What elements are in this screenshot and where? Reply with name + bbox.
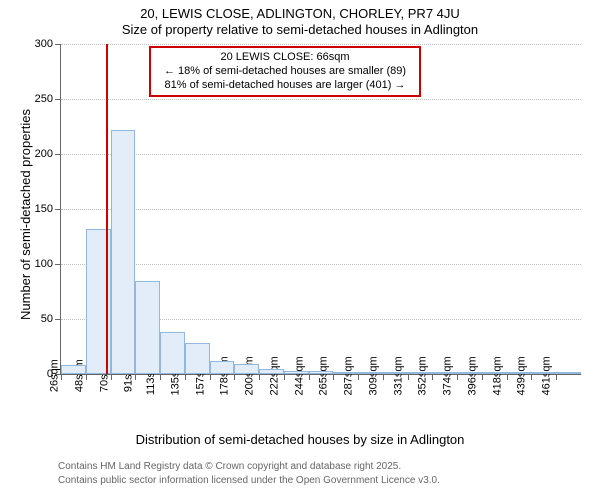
histogram-bar: [284, 371, 309, 374]
x-tick-label: 200sqm: [244, 356, 256, 395]
x-tick: [61, 374, 62, 380]
x-tick: [160, 374, 161, 380]
histogram-bar: [309, 371, 334, 374]
histogram-bar: [383, 372, 408, 374]
attribution-text: Contains HM Land Registry data © Crown c…: [58, 460, 440, 487]
x-tick: [234, 374, 235, 380]
x-tick: [482, 374, 483, 380]
x-tick: [531, 374, 532, 380]
histogram-bar: [259, 369, 284, 375]
histogram-bar: [160, 332, 185, 374]
x-tick-label: 439sqm: [516, 356, 528, 395]
x-tick: [86, 374, 87, 380]
y-gridline: [61, 99, 581, 100]
x-tick: [333, 374, 334, 380]
histogram-bar: [408, 372, 433, 374]
x-tick: [457, 374, 458, 380]
y-gridline: [61, 264, 581, 265]
y-gridline: [61, 209, 581, 210]
x-tick-label: 309sqm: [367, 356, 379, 395]
histogram-bar: [333, 372, 358, 374]
callout-line-3: 81% of semi-detached houses are larger (…: [159, 79, 411, 93]
attribution-line-2: Contains public sector information licen…: [58, 475, 440, 486]
histogram-bar: [358, 372, 383, 374]
histogram-bar: [111, 130, 136, 374]
y-gridline: [61, 154, 581, 155]
y-tick-label: 50: [41, 313, 61, 325]
x-tick-label: 26sqm: [48, 359, 60, 392]
histogram-bar: [234, 364, 259, 374]
x-tick-label: 352sqm: [417, 356, 429, 395]
x-tick: [210, 374, 211, 380]
histogram-bar: [507, 372, 532, 374]
property-size-callout: 20 LEWIS CLOSE: 66sqm ← 18% of semi-deta…: [149, 46, 421, 97]
histogram-bar: [61, 365, 86, 374]
histogram-bar: [457, 372, 482, 374]
x-tick-label: 374sqm: [442, 356, 454, 395]
callout-line-1: 20 LEWIS CLOSE: 66sqm: [159, 51, 411, 65]
x-tick-label: 287sqm: [343, 356, 355, 395]
histogram-bar: [432, 372, 457, 374]
histogram-bar: [135, 281, 160, 375]
x-tick: [309, 374, 310, 380]
plot-area: 05010015020025030026sqm48sqm70sqm91sqm11…: [60, 44, 581, 375]
y-tick-label: 150: [35, 203, 61, 215]
x-tick: [259, 374, 260, 380]
x-tick-label: 396sqm: [466, 356, 478, 395]
x-tick: [284, 374, 285, 380]
x-tick-label: 461sqm: [541, 356, 553, 395]
y-tick-label: 250: [35, 93, 61, 105]
y-axis-label: Number of semi-detached properties: [18, 109, 33, 320]
x-tick: [111, 374, 112, 380]
x-tick-label: 244sqm: [293, 356, 305, 395]
x-tick: [556, 374, 557, 380]
x-tick: [358, 374, 359, 380]
histogram-bar: [210, 361, 235, 374]
chart-title-subtitle: Size of property relative to semi-detach…: [0, 22, 600, 37]
histogram-bar: [482, 372, 507, 374]
y-tick-label: 300: [35, 38, 61, 50]
x-tick-label: 222sqm: [268, 356, 280, 395]
x-tick: [507, 374, 508, 380]
chart-frame: 20, LEWIS CLOSE, ADLINGTON, CHORLEY, PR7…: [0, 0, 600, 500]
x-tick: [135, 374, 136, 380]
x-tick: [185, 374, 186, 380]
x-tick-label: 48sqm: [73, 359, 85, 392]
y-tick-label: 100: [35, 258, 61, 270]
x-tick-label: 265sqm: [318, 356, 330, 395]
x-tick: [383, 374, 384, 380]
x-tick: [408, 374, 409, 380]
x-tick-label: 418sqm: [491, 356, 503, 395]
property-size-marker-line: [106, 44, 108, 374]
y-tick-label: 200: [35, 148, 61, 160]
x-tick-label: 331sqm: [392, 356, 404, 395]
histogram-bar: [531, 372, 556, 374]
chart-title-address: 20, LEWIS CLOSE, ADLINGTON, CHORLEY, PR7…: [0, 6, 600, 21]
x-axis-label: Distribution of semi-detached houses by …: [0, 432, 600, 447]
histogram-bar: [185, 343, 210, 374]
x-tick: [432, 374, 433, 380]
y-gridline: [61, 44, 581, 45]
attribution-line-1: Contains HM Land Registry data © Crown c…: [58, 461, 401, 472]
histogram-bar: [556, 372, 581, 374]
callout-line-2: ← 18% of semi-detached houses are smalle…: [159, 65, 411, 79]
